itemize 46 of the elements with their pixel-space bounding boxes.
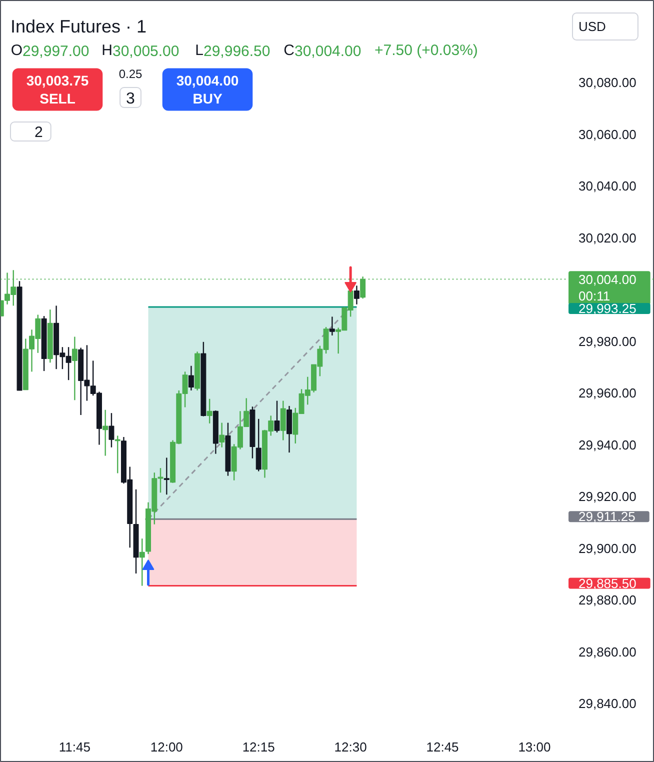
annotation: 29,885.50 xyxy=(578,576,636,591)
x-tick-label: 12:15 xyxy=(242,740,275,754)
x-tick-label: 13:00 xyxy=(518,740,551,754)
y-tick-label: 29,920.00 xyxy=(578,489,636,504)
annotation: 30,003.75 SELL xyxy=(26,72,89,107)
y-tick-label: 30,080.00 xyxy=(578,75,636,90)
x-tick-label: 12:30 xyxy=(334,740,367,754)
annotation: 2 xyxy=(34,124,43,141)
y-tick-label: 29,940.00 xyxy=(578,437,636,452)
y-tick-label: 29,880.00 xyxy=(578,592,636,608)
annotation: 29,911.25 xyxy=(578,509,636,524)
annotation: 30,004.00 BUY xyxy=(176,72,239,107)
candlestick xyxy=(188,365,194,392)
annotation: 0.25 xyxy=(118,67,143,81)
candlestick xyxy=(139,538,145,586)
y-tick-label: 29,840.00 xyxy=(578,696,636,712)
x-tick-label: 12:45 xyxy=(426,740,459,754)
annotation: L29,996.50 xyxy=(195,42,270,60)
candlestick xyxy=(286,405,292,454)
annotation: +7.50 (+0.03%) xyxy=(374,42,478,59)
x-tick-label: 12:00 xyxy=(150,740,183,754)
candlestick xyxy=(219,422,225,448)
annotation: O29,997.00 xyxy=(10,42,90,60)
y-tick-label: 29,980.00 xyxy=(578,334,636,349)
candlestick xyxy=(108,412,114,448)
annotation: USD xyxy=(578,19,606,34)
annotation: 3 xyxy=(126,90,136,108)
annotation: C30,004.00 xyxy=(284,42,362,60)
y-tick-label: 29,900.00 xyxy=(578,540,636,556)
annotation: H30,005.00 xyxy=(102,42,180,60)
candlestick xyxy=(280,400,286,441)
candlestick xyxy=(164,457,170,496)
text: Index Futures · 1 xyxy=(10,16,147,36)
candlestick xyxy=(274,400,280,434)
y-tick-label: 29,960.00 xyxy=(578,386,636,401)
y-tick-label: 30,060.00 xyxy=(578,126,636,142)
candlestick xyxy=(206,398,212,424)
y-tick-label: 30,020.00 xyxy=(578,230,636,246)
candlestick xyxy=(354,285,360,305)
y-tick-label: 29,860.00 xyxy=(578,644,636,660)
candlestick xyxy=(329,316,335,336)
x-tick-label: 11:45 xyxy=(58,740,90,754)
y-tick-label: 30,040.00 xyxy=(578,178,636,194)
candlestick xyxy=(256,418,262,472)
candlestick xyxy=(102,409,108,456)
candlestick xyxy=(72,336,78,401)
